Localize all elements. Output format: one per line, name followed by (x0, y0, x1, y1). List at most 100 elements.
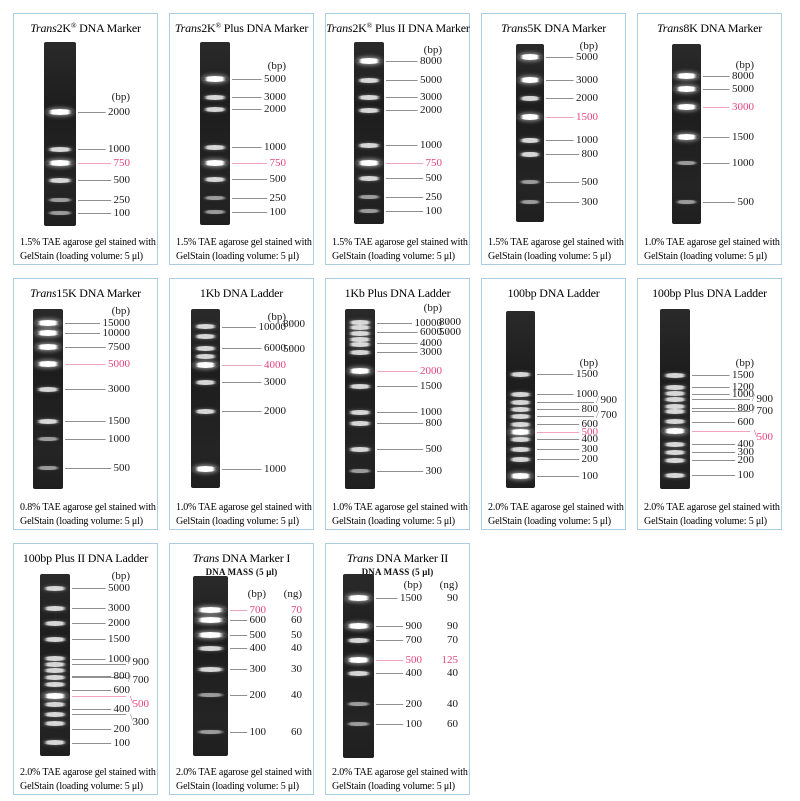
gel-band-200 (663, 457, 687, 463)
bp-label-500: 500 (405, 654, 423, 666)
caption-line-2: GelStain (loading volume: 5 μl) (332, 780, 455, 792)
caption-line-1: 1.5% TAE agarose gel stained with (488, 237, 624, 248)
title-main-part: 100bp Plus II DNA Ladder (22, 551, 149, 565)
bp-label-1000: 1000 (420, 139, 442, 151)
slash-connector: / (289, 343, 293, 355)
bp-label-1000: 1000 (732, 157, 754, 169)
bp-label-3000: 3000 (108, 602, 130, 614)
ng-label-700: 70 (291, 604, 302, 616)
bp-label-600: 600 (737, 416, 755, 428)
gel-band-600 (196, 617, 225, 623)
bp-header: (bp) (579, 357, 598, 369)
caption-line-2: GelStain (loading volume: 5 μl) (20, 250, 143, 262)
gel-band-750 (47, 160, 73, 166)
panel-1kb-dna-ladder: 1Kb DNA Ladder (bp) 10000 8000/6000 5000/400… (169, 278, 314, 530)
gel-lane (193, 576, 228, 756)
caption-line-1: 1.5% TAE agarose gel stained with (176, 237, 312, 248)
panel-trans-dna-marker-ii: Trans DNA Marker II DNA MASS (5 μl) (bp) (n… (325, 543, 470, 795)
gel-band-7500 (36, 344, 60, 350)
bp-label-1200: 1200 (732, 381, 754, 393)
gel-band-100 (203, 210, 227, 214)
bp-label-1000: 1000 (108, 433, 130, 445)
slash-connector: / (128, 673, 132, 685)
gel-lane (343, 574, 374, 758)
gel-band-300 (663, 449, 687, 455)
bp-label-500: 500 (425, 172, 443, 184)
ng-label-400: 40 (291, 642, 302, 654)
bp-label-10000: 10000 (414, 317, 443, 329)
slash-connector: \ (754, 428, 758, 440)
gel-band-800 (43, 667, 67, 673)
bp-label-4000: 4000 (420, 337, 442, 349)
gel-band-100 (357, 209, 381, 213)
panel-100bp-dna-ladder: 100bp DNA Ladder (bp) 1500 1000 900/800 700/6… (481, 278, 626, 530)
title-main-part: 100bp Plus DNA Ladder (652, 286, 767, 300)
caption-line-1: 1.0% TAE agarose gel stained with (332, 502, 468, 513)
bp-label-100: 100 (425, 205, 443, 217)
bp-label-500: 500 (132, 698, 150, 710)
gel-band-900 (43, 661, 67, 667)
gel-band-1200 (663, 384, 687, 390)
bp-label-800: 800 (425, 417, 443, 429)
bp-label-5000: 5000 (264, 73, 286, 85)
gel-band-200 (196, 693, 225, 697)
caption-line-2: GelStain (loading volume: 5 μl) (644, 515, 767, 527)
ng-label-900: 90 (447, 620, 458, 632)
slash-connector: / (752, 392, 756, 404)
gel-band-100 (47, 211, 73, 215)
gel-band-8000 (194, 333, 217, 339)
bp-label-250: 250 (425, 191, 443, 203)
panel-subtitle: DNA MASS (5 μl) (361, 567, 434, 577)
bp-header: (bp) (111, 305, 130, 317)
panel-title: 100bp Plus DNA Ladder (638, 286, 781, 301)
bp-label-300: 300 (425, 465, 443, 477)
caption-line-2: GelStain (loading volume: 5 μl) (20, 780, 143, 792)
caption-line-2: GelStain (loading volume: 5 μl) (488, 515, 611, 527)
gel-band-400 (196, 645, 225, 651)
gel-band-3000 (194, 379, 217, 385)
bp-label-200: 200 (249, 689, 267, 701)
panel-trans5k-dna-marker: Trans5K DNA Marker (bp) 5000 3000 2000 1500 10… (481, 13, 626, 265)
bp-label-800: 800 (737, 402, 755, 414)
bp-label-400: 400 (405, 667, 423, 679)
bp-label-200: 200 (737, 454, 755, 466)
gel-band-100 (43, 739, 67, 745)
gel-band-700 (509, 413, 532, 419)
bp-label-500: 500 (113, 174, 131, 186)
gel-band-1000 (663, 390, 687, 396)
gel-band-500 (663, 428, 687, 434)
caption-line-1: 2.0% TAE agarose gel stained with (332, 767, 468, 778)
panel-title: 100bp Plus II DNA Ladder (14, 551, 157, 566)
bp-label-2000: 2000 (264, 405, 286, 417)
bp-label-100: 100 (113, 207, 131, 219)
title-tail-part: Plus II DNA Marker (372, 21, 470, 35)
panel-trans8k-dna-marker: Trans8K DNA Marker (bp) 8000 5000 3000 1500 10… (637, 13, 782, 265)
leader-lines (78, 112, 112, 214)
caption-line-2: GelStain (loading volume: 5 μl) (20, 515, 143, 527)
panel-title: Trans15K DNA Marker (14, 286, 157, 301)
gel-band-500 (348, 446, 372, 452)
caption: 1.5% TAE agarose gel stained with GelStai… (488, 236, 624, 263)
bp-header: (bp) (267, 60, 286, 72)
gel-lane (40, 574, 70, 756)
caption: 1.5% TAE agarose gel stained with GelStai… (20, 236, 156, 263)
gel-band-400 (509, 436, 532, 442)
gel-band-1000 (357, 142, 381, 148)
caption: 2.0% TAE agarose gel stained with GelStai… (644, 501, 780, 528)
caption-line-1: 1.0% TAE agarose gel stained with (176, 502, 312, 513)
bp-label-3000: 3000 (108, 383, 130, 395)
panel-title: Trans5K DNA Marker (482, 21, 625, 36)
gel-band-1000 (519, 137, 541, 143)
gel-band-900 (346, 623, 371, 629)
panel-trans2k-plus-ii-dna-marker: Trans2K® Plus II DNA Marker (bp) 8000 5000 3… (325, 13, 470, 265)
bp-header: (bp) (423, 302, 442, 314)
bp-label-200: 200 (113, 723, 131, 735)
ng-label-500: 125 (441, 654, 459, 666)
gel-band-10000 (36, 330, 60, 336)
bp-header: (bp) (267, 311, 286, 323)
bp-label-100: 100 (269, 206, 287, 218)
title-tail-part: DNA Marker (541, 21, 607, 35)
caption-line-1: 1.0% TAE agarose gel stained with (644, 237, 780, 248)
bp-label-3000: 3000 (264, 91, 286, 103)
caption-line-1: 2.0% TAE agarose gel stained with (20, 767, 156, 778)
